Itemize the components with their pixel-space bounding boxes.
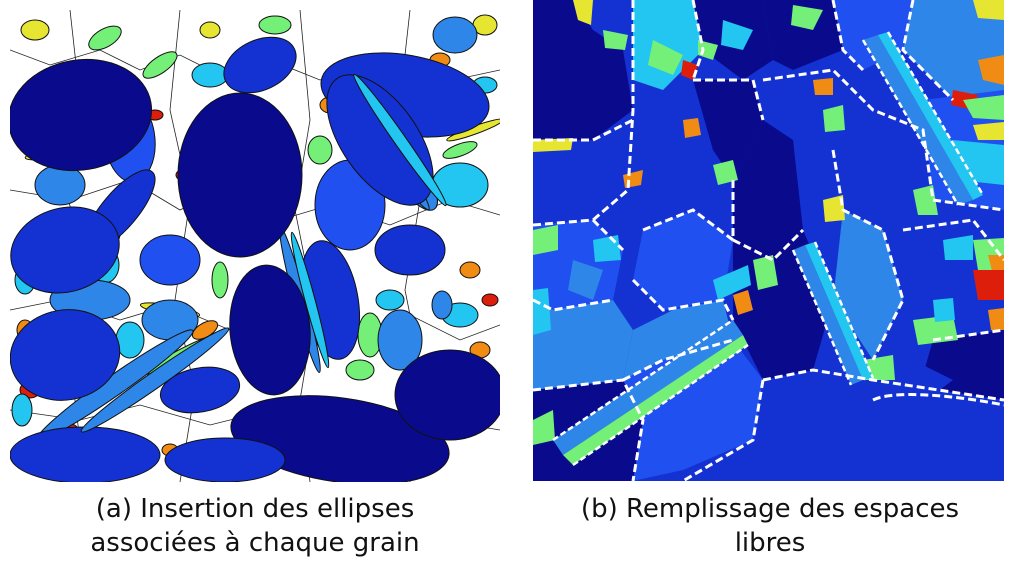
grain-regions <box>533 0 1004 481</box>
caption-b: (b) Remplissage des espaces libres <box>560 492 980 560</box>
caption-a-line1: (a) Insertion des ellipses <box>95 494 415 524</box>
caption-b-line2: libres <box>734 528 806 558</box>
dashed-boundaries <box>533 0 1004 481</box>
needle-boundaries <box>552 31 985 467</box>
caption-b-line1: (b) Remplissage des espaces <box>580 494 960 524</box>
needle-strips <box>553 32 983 465</box>
caption-a: (a) Insertion des ellipses associées à c… <box>30 492 480 560</box>
large-grains <box>10 52 500 482</box>
panel-a-ellipses <box>10 10 500 482</box>
ellipse-insertion-image <box>10 10 500 482</box>
panel-b-filled <box>533 0 1004 481</box>
filled-spaces-image <box>533 0 1004 481</box>
caption-a-line2: associées à chaque grain <box>90 528 420 558</box>
